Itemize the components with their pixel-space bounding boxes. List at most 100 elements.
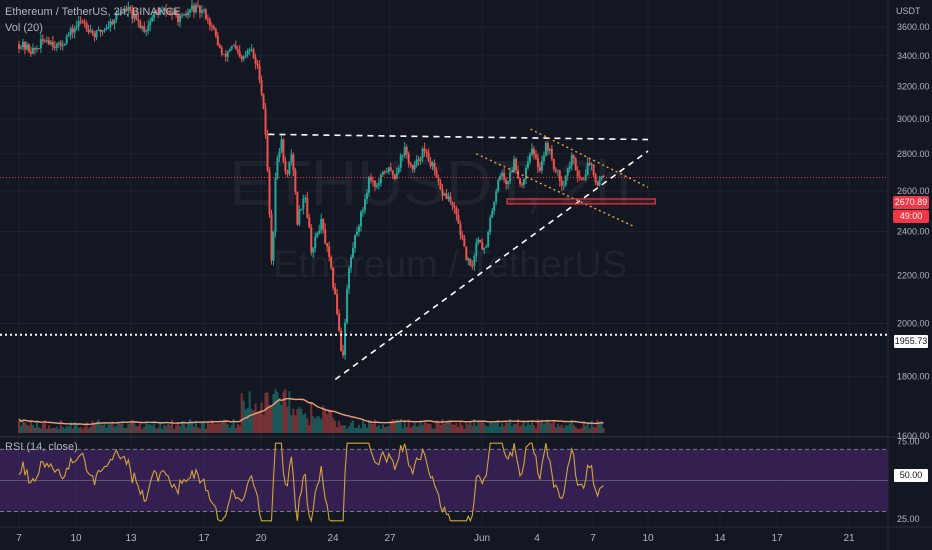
volume-bar — [272, 393, 275, 433]
volume-bar — [344, 425, 347, 433]
candle-body — [519, 178, 522, 184]
volume-bar — [389, 420, 392, 433]
volume-bar — [465, 422, 468, 433]
volume-bar — [49, 428, 52, 433]
volume-bar — [511, 426, 514, 433]
candle-body — [385, 171, 388, 173]
drawing-annotations[interactable] — [268, 128, 656, 381]
volume-bar — [115, 425, 118, 433]
candle-body — [367, 177, 370, 193]
volume-bar — [348, 426, 351, 433]
volume-bar — [29, 421, 32, 433]
legend-symbol[interactable]: Ethereum / TetherUS, 2h, BINANCE — [5, 6, 181, 18]
candle-body — [411, 164, 414, 170]
candle-body — [574, 158, 577, 171]
volume-bar — [596, 419, 599, 433]
candle-body — [115, 13, 118, 20]
volume-bar — [550, 423, 553, 433]
volume-bar — [499, 426, 502, 433]
volume-bar — [411, 425, 414, 433]
candle-body — [542, 155, 545, 162]
candle-body — [123, 8, 126, 14]
candle-body — [105, 28, 108, 30]
volume-bar — [39, 428, 42, 433]
volume-bar — [354, 427, 357, 433]
candle-body — [240, 56, 243, 60]
candle-body — [302, 198, 305, 209]
volume-bar — [41, 423, 44, 433]
volume-bars — [18, 388, 605, 433]
volume-bar — [18, 420, 20, 433]
volume-bar — [268, 404, 271, 433]
candle-body — [373, 180, 376, 187]
time-tick-label: 14 — [714, 533, 726, 544]
candle-body — [348, 268, 351, 289]
candle-body — [135, 14, 138, 20]
volume-bar — [532, 424, 535, 433]
candle-body — [558, 170, 561, 181]
volume-bar — [65, 426, 68, 433]
volume-bar — [238, 425, 241, 433]
volume-bar — [51, 427, 54, 433]
volume-bar — [572, 424, 575, 433]
candle-body — [320, 218, 323, 231]
candle-body — [81, 21, 84, 23]
volume-bar — [576, 428, 579, 433]
candle-body — [246, 50, 249, 55]
candle-body — [18, 44, 20, 49]
candle-body — [515, 159, 518, 171]
volume-bar — [338, 420, 341, 433]
volume-bar — [399, 419, 402, 433]
volume-bar — [393, 420, 396, 433]
volume-bar — [435, 419, 438, 433]
volume-bar — [405, 427, 408, 433]
volume-bar — [375, 426, 378, 433]
candle-body — [363, 199, 366, 211]
volume-bar — [469, 421, 472, 433]
candle-body — [473, 255, 476, 266]
candle-body — [29, 51, 32, 54]
legend-volume[interactable]: Vol (20) — [5, 22, 43, 34]
candle-body — [475, 243, 478, 256]
volume-bar — [71, 428, 74, 433]
volume-bar — [467, 424, 470, 433]
volume-bar — [19, 425, 22, 433]
volume-bar — [346, 428, 349, 433]
volume-bar — [85, 422, 88, 433]
volume-bar — [204, 428, 207, 433]
volume-bar — [413, 421, 416, 433]
candle-body — [125, 8, 128, 11]
candle-body — [216, 35, 219, 46]
volume-bar — [373, 419, 376, 433]
volume-bar — [540, 419, 543, 433]
candle-body — [379, 174, 382, 184]
candle-body — [181, 15, 184, 17]
candle-body — [49, 41, 52, 45]
volume-bar — [570, 419, 573, 433]
volume-bar — [256, 412, 259, 433]
volume-bar — [254, 403, 257, 433]
candle-body — [359, 211, 362, 227]
volume-bar — [133, 421, 136, 433]
volume-bar — [582, 421, 585, 433]
axis-currency-label[interactable]: USDT — [896, 6, 921, 16]
volume-bar — [463, 428, 466, 433]
volume-bar — [598, 423, 601, 433]
candle-body — [220, 47, 223, 55]
volume-bar — [475, 426, 478, 433]
volume-bar — [147, 424, 150, 433]
legend-rsi[interactable]: RSI (14, close) — [5, 441, 78, 453]
candle-body — [429, 160, 432, 167]
volume-bar — [75, 424, 78, 433]
candle-body — [461, 234, 464, 239]
candle-body — [59, 42, 62, 46]
candle-body — [208, 19, 211, 26]
candle-body — [451, 201, 454, 206]
volume-bar — [369, 420, 372, 433]
volume-bar — [562, 427, 565, 433]
channel-upper-line — [530, 128, 649, 188]
candle-body — [262, 94, 265, 109]
candle-body — [598, 179, 601, 186]
candle-body — [346, 288, 349, 323]
